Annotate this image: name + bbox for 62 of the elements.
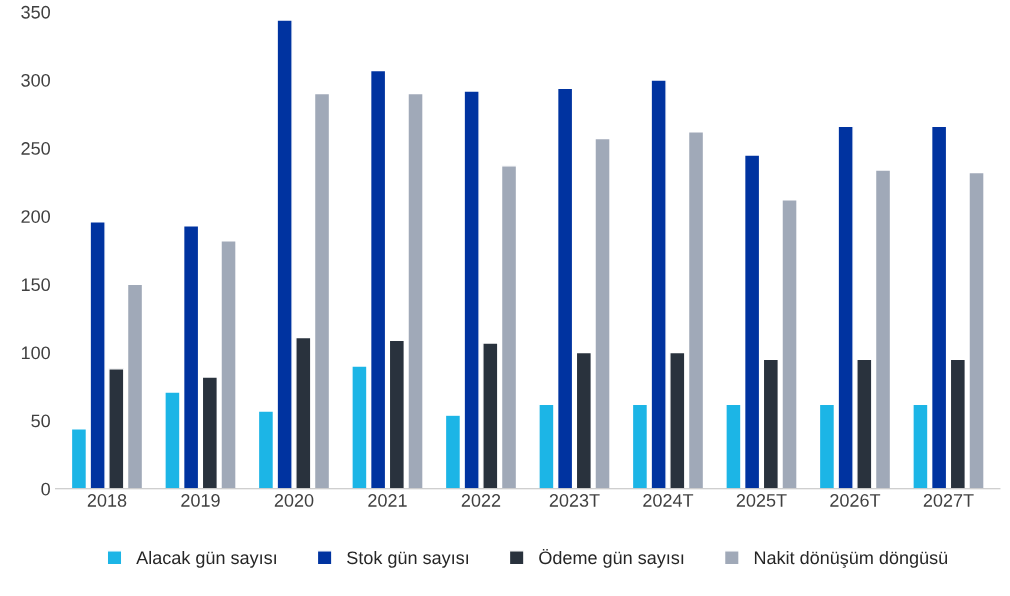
bar <box>463 90 480 489</box>
bar <box>949 358 966 489</box>
legend-label: Ödeme gün sayısı <box>539 548 684 568</box>
bar <box>70 428 88 489</box>
x-tick-label: 2025T <box>736 494 787 507</box>
x-tick-label: 2027T <box>923 494 974 507</box>
y-tick-label: 250 <box>21 142 50 155</box>
bar <box>295 336 312 489</box>
bar <box>968 171 985 489</box>
bar <box>556 87 574 489</box>
x-tick-label: 2022 <box>461 494 501 507</box>
bar <box>538 403 555 489</box>
bar <box>351 365 368 489</box>
y-tick-label: 350 <box>21 5 50 19</box>
bar <box>874 169 892 489</box>
bar <box>257 410 275 489</box>
y-tick-label: 300 <box>21 73 50 87</box>
bar <box>182 225 200 489</box>
bar <box>837 125 854 489</box>
bar <box>276 19 293 489</box>
bar <box>781 199 798 489</box>
bar <box>631 403 649 489</box>
x-tick-label: 2023T <box>549 494 600 507</box>
bar <box>89 221 106 489</box>
y-tick-label: 150 <box>21 278 50 292</box>
bar <box>575 351 592 489</box>
x-tick-label: 2019 <box>181 494 220 507</box>
bar <box>930 125 948 489</box>
bar <box>687 131 705 489</box>
bar <box>594 137 611 489</box>
bar <box>313 92 331 489</box>
bar <box>201 376 218 489</box>
bar <box>725 403 742 489</box>
bar <box>500 165 518 489</box>
y-tick-label: 100 <box>21 346 50 360</box>
bar <box>444 414 462 489</box>
legend-label: Alacak gün sayısı <box>136 550 276 568</box>
bar <box>126 283 144 489</box>
bar <box>818 403 836 489</box>
bar <box>669 351 686 489</box>
x-tick-label: 2026T <box>830 494 881 507</box>
bar <box>650 79 667 489</box>
bar <box>482 342 499 489</box>
bar <box>912 403 929 489</box>
y-tick-label: 0 <box>41 482 50 496</box>
x-tick-label: 2021 <box>368 494 407 507</box>
x-tick-label: 2018 <box>87 494 127 507</box>
y-tick-label: 50 <box>31 414 50 428</box>
legend-label: Nakit dönüşüm döngüsü <box>754 550 948 568</box>
bar <box>164 391 181 489</box>
x-tick-label: 2020 <box>274 494 314 507</box>
bar <box>407 92 424 489</box>
bar <box>856 358 873 489</box>
bar <box>743 154 761 489</box>
bar <box>108 368 125 489</box>
y-tick-label: 200 <box>21 210 50 223</box>
x-tick-label: 2024T <box>643 494 694 507</box>
bar <box>369 69 387 489</box>
legend-label: Stok gün sayısı <box>347 550 469 568</box>
bar <box>220 240 237 489</box>
bar <box>762 358 779 489</box>
bar <box>388 339 405 489</box>
